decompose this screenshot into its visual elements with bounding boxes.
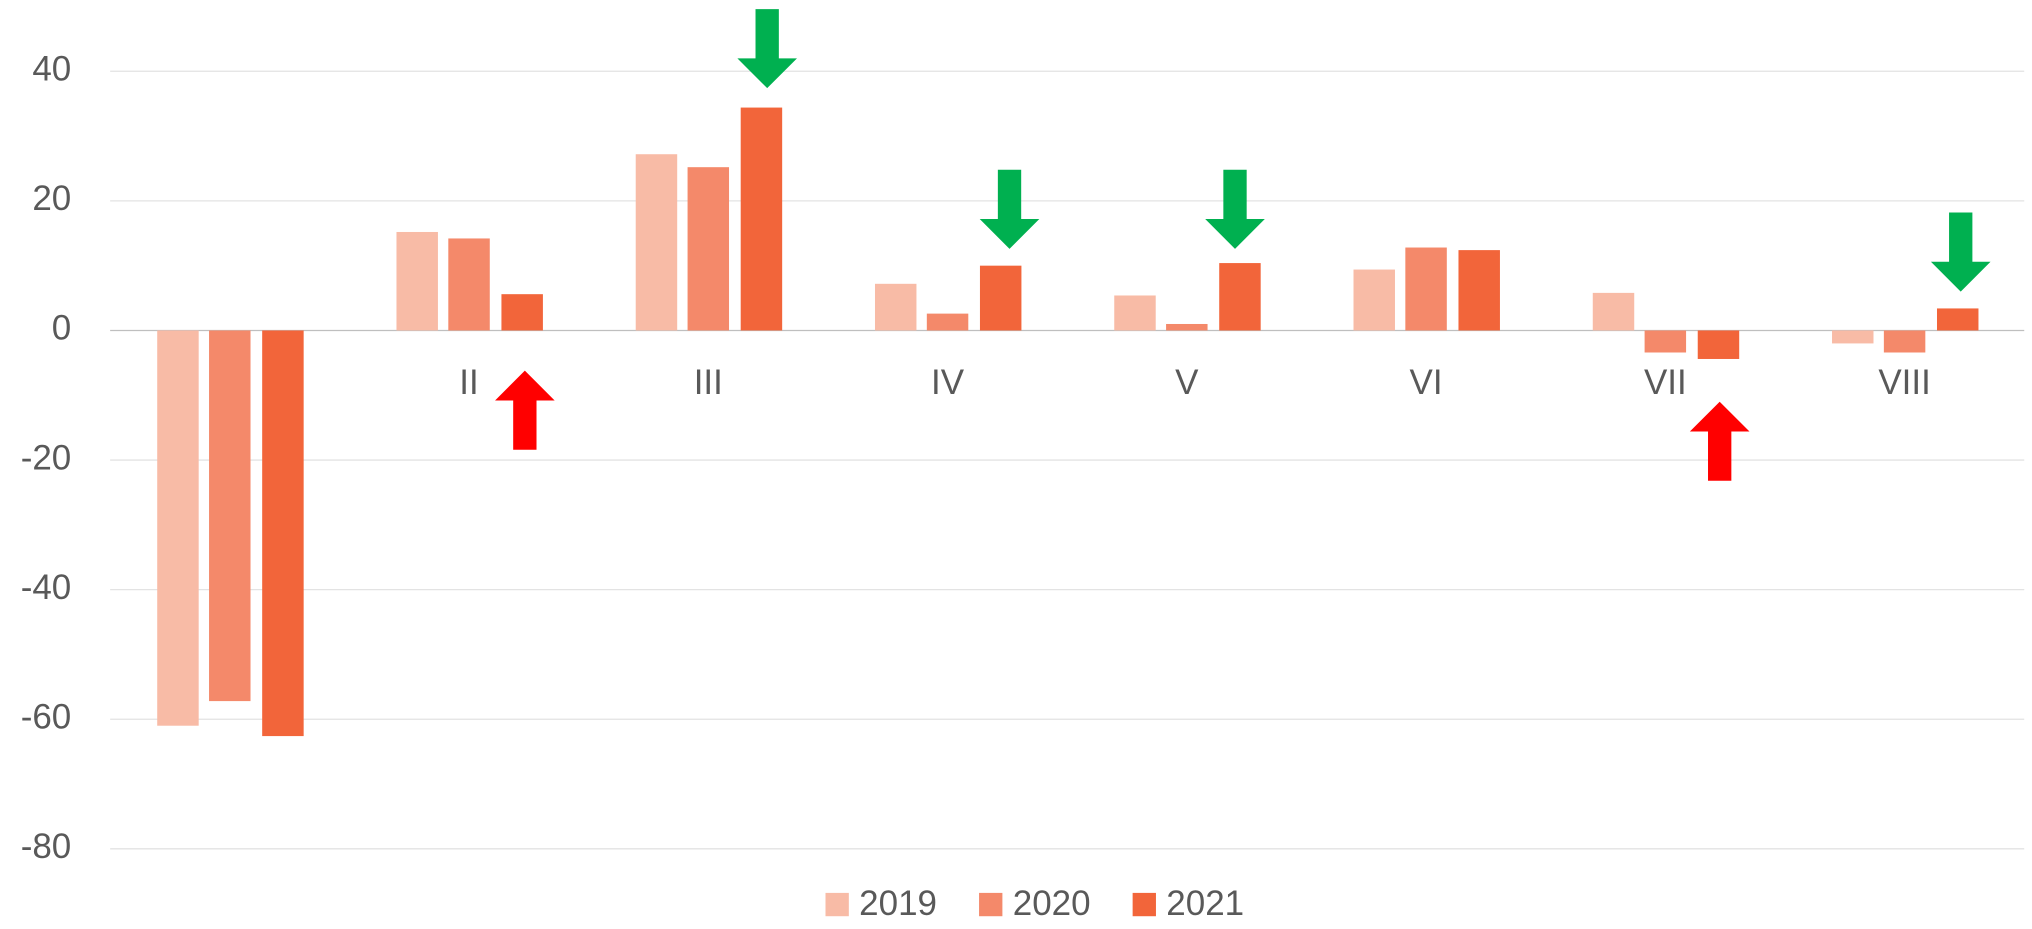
y-tick-label: -80 — [21, 827, 72, 866]
bar — [1405, 247, 1447, 331]
bar — [1832, 330, 1874, 344]
bar — [262, 330, 304, 737]
legend-label: 2019 — [859, 884, 937, 923]
green-arrow — [979, 169, 1040, 249]
x-tick-label: VI — [1410, 363, 1443, 402]
green-arrow — [737, 9, 797, 89]
bar — [1219, 263, 1261, 331]
bar — [1936, 308, 1979, 331]
bar — [157, 330, 199, 726]
y-tick-label: -20 — [21, 438, 72, 477]
red-arrow — [1689, 401, 1750, 481]
legend-swatch — [825, 892, 849, 917]
y-tick-label: -40 — [21, 568, 72, 607]
x-tick-label: III — [694, 363, 723, 402]
red-arrow — [495, 370, 555, 450]
x-tick-label: II — [459, 363, 478, 402]
bar — [1644, 330, 1687, 353]
y-tick-label: 0 — [52, 309, 71, 348]
bar — [874, 283, 917, 331]
bar — [1697, 330, 1740, 359]
green-arrow — [1205, 169, 1265, 249]
annotation-arrows — [495, 9, 1991, 481]
bar — [926, 313, 969, 331]
bar — [1458, 250, 1500, 331]
x-tick-label: IV — [931, 363, 965, 402]
legend-swatch — [979, 892, 1003, 917]
y-tick-label: 20 — [32, 179, 71, 218]
x-tick-label: VII — [1644, 363, 1687, 402]
legend-label: 2020 — [1013, 884, 1091, 923]
legend-label: 2021 — [1166, 884, 1244, 923]
bar — [635, 154, 678, 331]
bar — [979, 265, 1022, 331]
green-arrow — [1930, 212, 1991, 292]
bar — [687, 167, 730, 331]
bar — [1353, 269, 1395, 331]
y-tick-label: 40 — [32, 50, 71, 89]
bar — [501, 294, 543, 331]
bar — [740, 107, 783, 331]
x-tick-label: VIII — [1878, 363, 1930, 402]
legend-swatch — [1132, 892, 1156, 917]
bar — [209, 330, 251, 702]
x-tick-label: V — [1175, 363, 1199, 402]
y-tick-label: -60 — [21, 697, 72, 736]
bar — [1883, 330, 1926, 353]
bar — [448, 238, 490, 331]
bar — [1592, 292, 1635, 331]
bar — [1114, 295, 1156, 331]
bar — [1166, 323, 1208, 331]
bar — [396, 231, 438, 331]
